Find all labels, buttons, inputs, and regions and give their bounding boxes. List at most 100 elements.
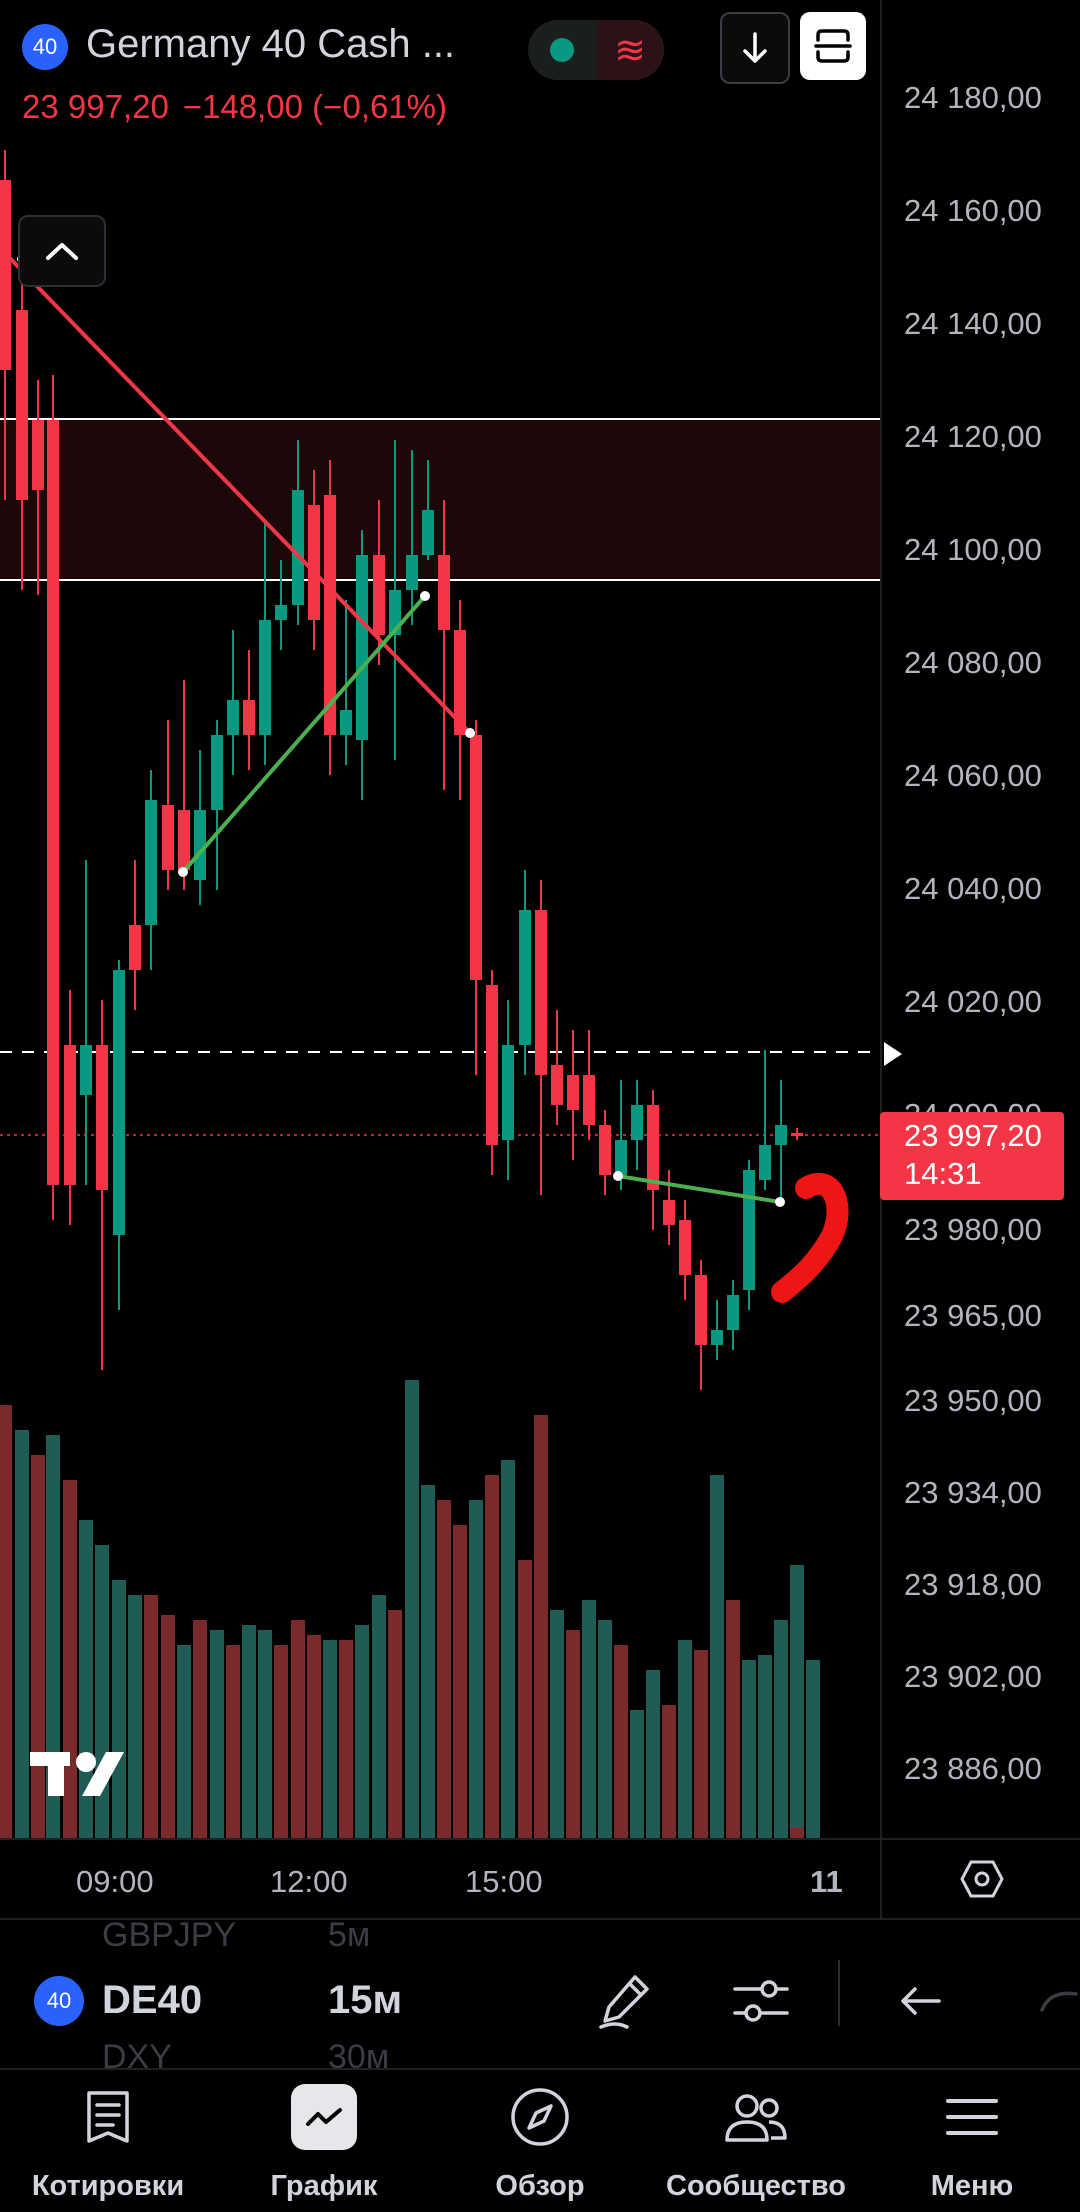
candle bbox=[535, 880, 547, 1195]
current-price-label: 23 997,20 14:31 bbox=[880, 1112, 1064, 1200]
volume-bar bbox=[63, 1480, 77, 1838]
redo-icon[interactable] bbox=[1036, 1984, 1080, 2014]
candle bbox=[454, 600, 466, 800]
volume-bar bbox=[177, 1645, 191, 1838]
symbol-title[interactable]: Germany 40 Cash ... bbox=[86, 22, 456, 66]
candle-body bbox=[599, 1125, 611, 1175]
candle bbox=[551, 1010, 563, 1125]
nav-chart[interactable]: График bbox=[216, 2070, 432, 2212]
volume-bar bbox=[339, 1640, 353, 1838]
volume-bar bbox=[501, 1460, 515, 1838]
candle bbox=[113, 960, 125, 1310]
undo-button[interactable] bbox=[884, 1964, 958, 2038]
current-price: 23 997,20 bbox=[904, 1118, 1042, 1153]
price-scale[interactable]: 24 180,00 24 160,00 24 140,00 24 120,00 … bbox=[880, 0, 1080, 1838]
compass-icon bbox=[507, 2084, 573, 2150]
candle-body bbox=[470, 735, 482, 980]
support-trendline bbox=[617, 1174, 781, 1204]
nav-quotes[interactable]: Котировки bbox=[0, 2070, 216, 2212]
candle bbox=[567, 1030, 579, 1160]
volume-bar bbox=[291, 1620, 305, 1838]
menu-icon bbox=[939, 2084, 1005, 2150]
volume-bar bbox=[646, 1670, 660, 1838]
candle bbox=[583, 1030, 595, 1140]
last-price: 23 997,20 bbox=[22, 88, 169, 125]
volume-bar bbox=[742, 1660, 756, 1838]
nav-overview[interactable]: Обзор bbox=[432, 2070, 648, 2212]
candle-body bbox=[519, 910, 531, 1045]
volume-bar bbox=[258, 1630, 272, 1838]
symbol-badge[interactable]: 40 bbox=[34, 1976, 84, 2026]
volume-bar bbox=[582, 1600, 596, 1838]
candle bbox=[647, 1090, 659, 1230]
candle-body bbox=[373, 555, 385, 635]
volume-bar bbox=[161, 1615, 175, 1838]
nav-community[interactable]: Сообщество bbox=[648, 2070, 864, 2212]
indicators-button[interactable] bbox=[724, 1964, 798, 2038]
candle-body bbox=[775, 1125, 787, 1145]
price-tick: 23 886,00 bbox=[904, 1751, 1042, 1786]
candle-body bbox=[178, 810, 190, 870]
toolbar-separator bbox=[838, 1960, 840, 2026]
price-tick: 24 160,00 bbox=[904, 193, 1042, 228]
volume-bar bbox=[806, 1660, 820, 1838]
price-tick: 24 040,00 bbox=[904, 871, 1042, 906]
candle bbox=[791, 1128, 803, 1140]
volume-bar bbox=[485, 1475, 499, 1838]
volume-bar bbox=[437, 1500, 451, 1838]
prev-symbol-ghost: GBPJPY bbox=[102, 1916, 237, 1954]
chevron-up-icon bbox=[46, 243, 78, 260]
fullscreen-button[interactable] bbox=[800, 12, 866, 80]
candle bbox=[727, 1280, 739, 1350]
drawing-tools-button[interactable] bbox=[588, 1964, 662, 2038]
candle-body bbox=[64, 1045, 76, 1185]
candle-body bbox=[631, 1105, 643, 1140]
candle-body bbox=[259, 620, 271, 735]
candle-body bbox=[422, 510, 434, 555]
candle bbox=[743, 1160, 755, 1310]
candle-body bbox=[162, 805, 174, 870]
volume-bar bbox=[790, 1828, 804, 1838]
market-open-dot-icon bbox=[550, 38, 574, 62]
volume-bar bbox=[630, 1710, 644, 1838]
price-tick: 24 060,00 bbox=[904, 758, 1042, 793]
time-axis[interactable]: 09:00 12:00 15:00 11 bbox=[0, 1838, 880, 1918]
pen-icon bbox=[599, 1975, 649, 2029]
candle bbox=[47, 375, 59, 1220]
symbol-picker[interactable]: DE40 bbox=[102, 1978, 203, 2022]
volume-bar bbox=[405, 1380, 419, 1838]
candle-body bbox=[96, 1045, 108, 1190]
time-label: 15:00 bbox=[465, 1864, 543, 1899]
candle bbox=[502, 1000, 514, 1180]
volume-bar bbox=[307, 1635, 321, 1838]
volume-bar bbox=[46, 1435, 60, 1838]
candle bbox=[308, 470, 320, 650]
candle bbox=[162, 720, 174, 890]
download-button[interactable] bbox=[720, 12, 790, 84]
candle bbox=[324, 460, 336, 775]
candle-body bbox=[308, 505, 320, 620]
price-chart[interactable] bbox=[0, 0, 880, 1838]
volume-bar bbox=[210, 1630, 224, 1838]
candle-body bbox=[438, 555, 450, 630]
candle bbox=[599, 1110, 611, 1195]
price-tick: 24 020,00 bbox=[904, 984, 1042, 1019]
community-icon bbox=[723, 2084, 789, 2150]
collapse-button[interactable] bbox=[18, 215, 106, 287]
candle bbox=[64, 990, 76, 1225]
price-tick: 24 180,00 bbox=[904, 80, 1042, 115]
candle-body bbox=[486, 985, 498, 1145]
price-tick: 23 965,00 bbox=[904, 1298, 1042, 1333]
interval-picker[interactable]: 15м bbox=[328, 1978, 403, 2022]
arrow-down-icon bbox=[743, 32, 767, 63]
trendline-handle bbox=[775, 1197, 785, 1207]
candle-body bbox=[145, 800, 157, 925]
chart-settings-button[interactable] bbox=[880, 1838, 1080, 1918]
candle bbox=[759, 1050, 771, 1190]
trendline-handle bbox=[178, 867, 188, 877]
market-status-pill[interactable]: ≋ bbox=[528, 20, 664, 80]
nav-menu[interactable]: Меню bbox=[864, 2070, 1080, 2212]
candle bbox=[679, 1200, 691, 1300]
symbol-badge[interactable]: 40 bbox=[22, 24, 68, 70]
candle bbox=[80, 860, 92, 1185]
